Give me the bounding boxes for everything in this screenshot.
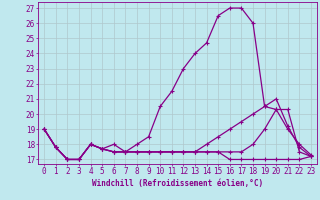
X-axis label: Windchill (Refroidissement éolien,°C): Windchill (Refroidissement éolien,°C) [92, 179, 263, 188]
